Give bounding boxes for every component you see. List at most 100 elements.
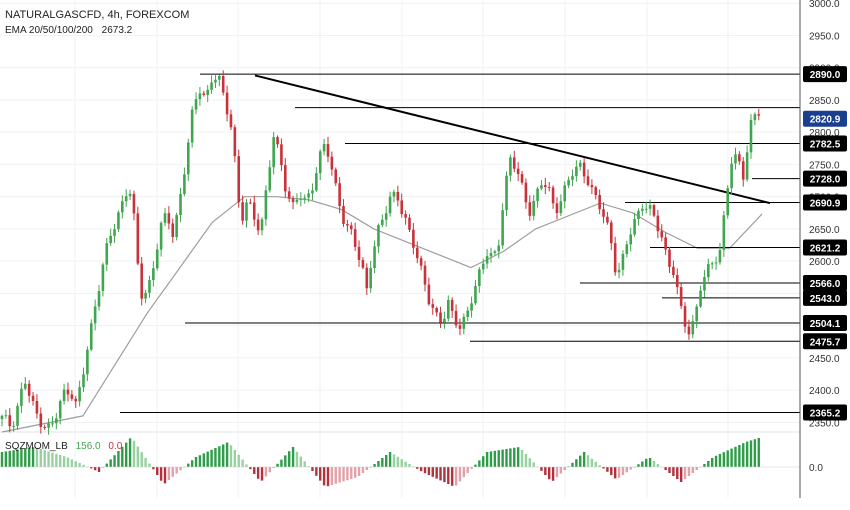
osc-bar — [136, 446, 140, 467]
candle-body — [249, 202, 252, 204]
candle-body — [109, 235, 112, 244]
price-badge-4: 2621.2 — [810, 243, 841, 254]
osc-bar — [284, 455, 287, 467]
osc-bar — [726, 450, 729, 467]
price-badge-1-bg — [803, 135, 847, 152]
candle-body — [703, 277, 706, 291]
osc-bar — [101, 467, 105, 468]
candle-body — [660, 231, 664, 238]
candle-body — [741, 161, 745, 180]
price-badge-3-bg — [803, 194, 847, 211]
osc-bar — [474, 464, 477, 467]
candle-body — [423, 265, 427, 285]
ema-value: 2673.2 — [102, 25, 133, 36]
candle-body — [163, 213, 167, 223]
osc-bar — [66, 457, 70, 467]
candle-body — [458, 325, 462, 329]
trendline-series — [254, 74, 771, 205]
candle-body — [392, 191, 396, 197]
osc-bar — [730, 448, 733, 467]
osc-bar — [0, 452, 4, 467]
osc-bar — [691, 467, 694, 473]
candle-body — [412, 229, 415, 248]
candle-body — [722, 215, 726, 250]
osc-bar — [51, 452, 54, 467]
candle-body — [586, 176, 590, 186]
osc-bar — [179, 467, 182, 471]
candle-body — [590, 185, 594, 188]
candle-body — [369, 267, 372, 289]
candle-body — [136, 213, 140, 264]
osc-bar — [113, 455, 116, 467]
candle-body — [353, 229, 357, 247]
y-tick-label-12: 2400.0 — [809, 386, 840, 397]
candle-body — [20, 388, 23, 406]
candles — [0, 70, 761, 435]
osc-bar — [159, 467, 163, 481]
candle-body — [171, 223, 175, 237]
candle-body — [734, 154, 737, 164]
candle-body — [652, 205, 656, 216]
candle-body — [23, 383, 27, 389]
osc-bar — [256, 467, 260, 479]
osc-bar — [24, 448, 27, 467]
candle-body — [478, 269, 481, 286]
osc-bar — [489, 451, 493, 467]
osc-bar — [156, 467, 159, 475]
osc-bar — [124, 442, 128, 467]
candle-body — [699, 290, 702, 307]
candle-body — [718, 249, 722, 263]
osc-bar — [412, 466, 415, 467]
osc-bar — [268, 467, 271, 473]
osc-bar — [621, 467, 625, 475]
osc-bar — [109, 459, 112, 467]
osc-bar — [350, 467, 353, 479]
candle-body — [74, 398, 78, 402]
candle-body — [656, 215, 660, 232]
candle-body — [481, 263, 485, 270]
osc-axis-label: 0.0 — [809, 463, 823, 474]
candle-body — [544, 185, 547, 188]
candle-body — [315, 173, 318, 191]
candle-body — [175, 215, 178, 237]
osc-bar — [687, 467, 691, 476]
osc-bar — [388, 452, 392, 467]
osc-bar — [90, 467, 93, 469]
candle-body — [55, 418, 58, 424]
candle-body — [318, 151, 322, 174]
candle-body — [485, 256, 489, 264]
candle-body — [683, 306, 687, 327]
osc-bar — [202, 453, 206, 467]
osc-bar — [253, 467, 256, 474]
osc-bar — [105, 463, 108, 467]
candle-body — [524, 182, 528, 203]
osc-bar — [280, 459, 283, 467]
candle-body — [571, 176, 574, 180]
osc-bar — [559, 467, 563, 474]
osc-bar — [656, 464, 660, 467]
osc-bar — [753, 439, 757, 467]
osc-bar — [97, 467, 101, 472]
osc-bar — [548, 467, 551, 480]
osc-bar — [47, 451, 50, 467]
osc-bar — [392, 454, 396, 467]
candle-body — [268, 167, 272, 191]
osc-bar — [664, 467, 667, 470]
candle-body — [229, 114, 233, 128]
candle-body — [454, 310, 458, 326]
osc-bar — [416, 467, 419, 469]
candle-body — [183, 174, 186, 195]
candle-body — [97, 291, 101, 307]
osc-bar — [458, 467, 462, 482]
candle-body — [334, 169, 338, 184]
candle-body — [419, 258, 423, 266]
candle-body — [648, 205, 652, 209]
osc-bar — [703, 464, 706, 467]
price-badge-4-bg — [803, 239, 847, 256]
osc-bar — [679, 467, 683, 482]
candle-body — [311, 190, 314, 194]
osc-bar — [210, 449, 213, 467]
candle-body — [551, 187, 555, 204]
